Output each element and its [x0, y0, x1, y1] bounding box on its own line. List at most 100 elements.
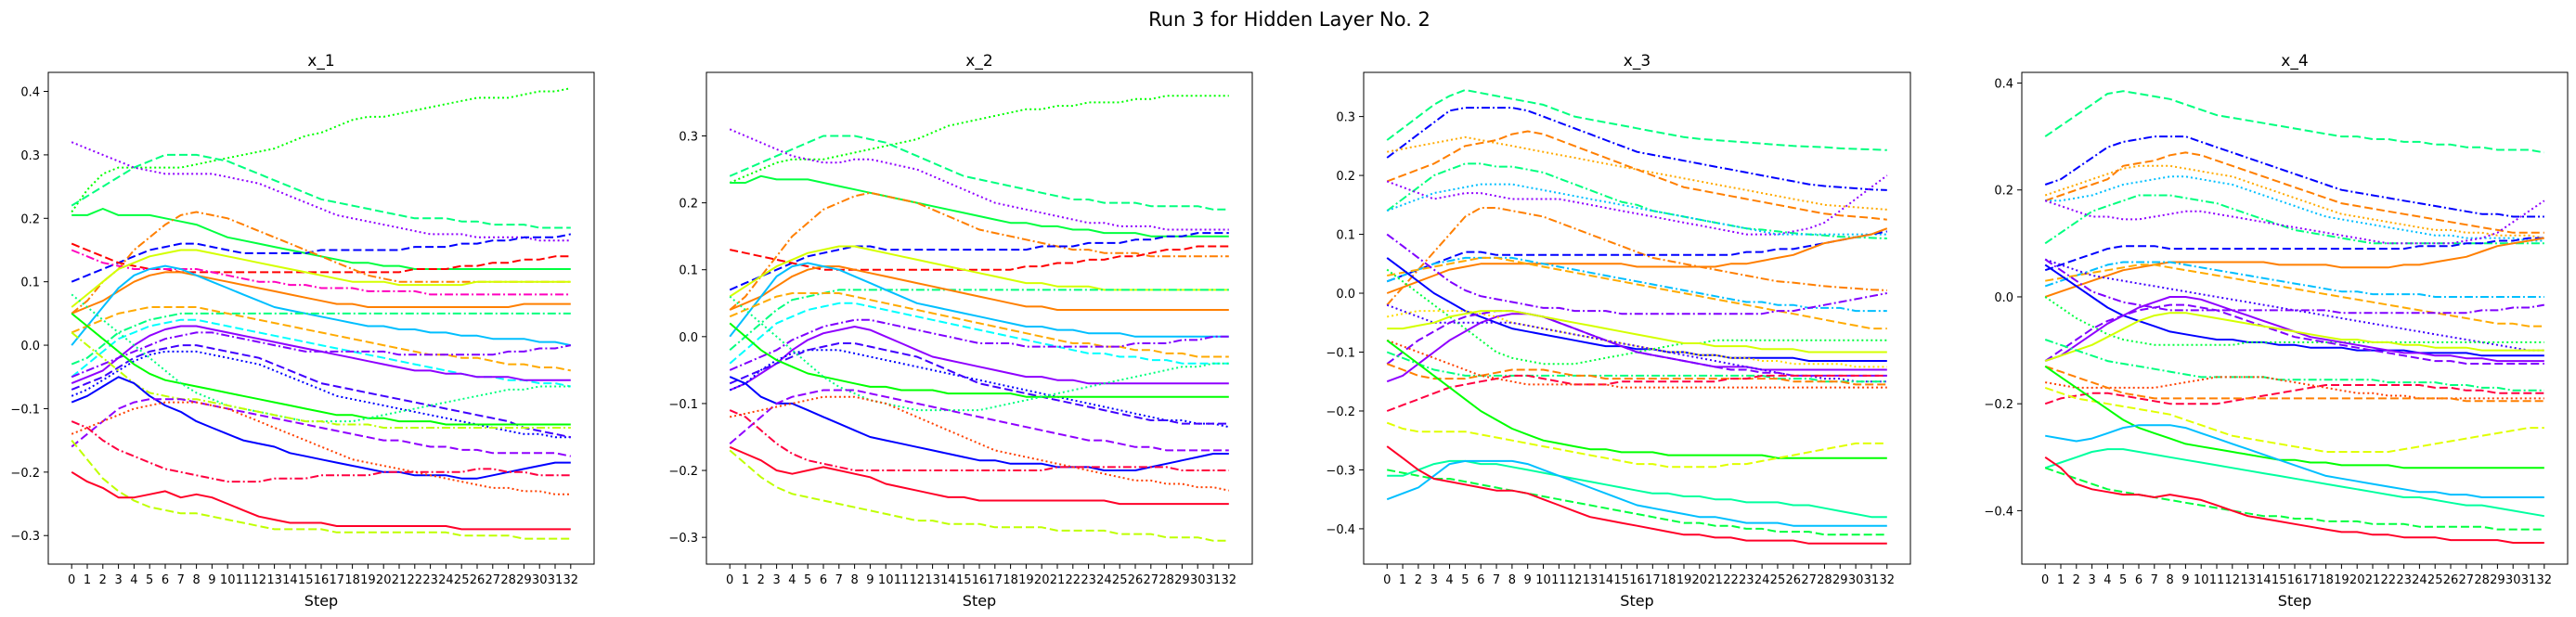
subplot-x_1: x_10 1 2 3 4 5 6 7 8 9 10 11 12 13 14 15 16 17 18 19 20 21 22 2… [10, 52, 595, 610]
series-line [729, 376, 1229, 471]
x-tick-label: 5 [146, 573, 153, 587]
y-tick-label: 0.3 [1336, 111, 1355, 125]
x-tick-label: 4 [2104, 573, 2111, 587]
x-tick-label: 26 [1128, 573, 1144, 587]
x-tick-label: 20 [1034, 573, 1050, 587]
series-line [1386, 340, 1887, 459]
x-tick-label: 16 [314, 573, 330, 587]
x-tick-label: 25 [1112, 573, 1128, 587]
series-line [2044, 258, 2544, 315]
series-line [2045, 175, 2544, 242]
x-tick-label: 4 [1445, 573, 1453, 587]
series-line [1386, 303, 1887, 383]
y-tick-label: −0.2 [1984, 398, 2013, 412]
x-tick-label: 5 [804, 573, 811, 587]
x-tick-label: 0 [1383, 573, 1391, 587]
x-tick-label: 17 [1645, 573, 1661, 587]
x-tick-label: 21 [1707, 573, 1723, 587]
y-tick-label: −0.1 [668, 398, 698, 412]
x-tick-label: 29 [516, 573, 532, 587]
x-tick-label: 21 [1050, 573, 1066, 587]
series-line [729, 445, 1229, 506]
series-line [71, 306, 571, 372]
y-tick-label: 0.3 [679, 131, 698, 145]
series-line [2044, 135, 2544, 218]
series-line [71, 313, 571, 426]
series-group [2044, 90, 2545, 544]
x-tick-label: 19 [1018, 573, 1034, 587]
x-tick-label: 10 [220, 573, 236, 587]
x-tick-label: 30 [1848, 573, 1864, 587]
series-line [2045, 424, 2544, 498]
x-tick-label: 2 [757, 573, 765, 587]
series-line [2044, 258, 2544, 352]
x-tick-label: 32 [2537, 573, 2553, 587]
y-tick-label: −0.1 [10, 403, 40, 417]
x-tick-label: 9 [208, 573, 215, 587]
series-line [1387, 135, 1887, 211]
x-tick-label: 27 [485, 573, 501, 587]
x-tick-label: 24 [2412, 573, 2427, 587]
x-tick-label: 13 [1583, 573, 1599, 587]
x-tick-label: 19 [360, 573, 376, 587]
subplot-grid: x_10 1 2 3 4 5 6 7 8 9 10 11 12 13 14 15 16 17 18 19 20 21 22 2… [10, 52, 2569, 610]
x-axis-label: Step [304, 592, 338, 610]
x-tick-label: 8 [2166, 573, 2173, 587]
x-tick-label: 11 [894, 573, 910, 587]
y-tick-label: −0.1 [1326, 346, 1355, 360]
series-line [71, 211, 571, 315]
x-tick-label: 7 [177, 573, 185, 587]
x-tick-label: 13 [2240, 573, 2256, 587]
x-tick-label: 20 [1692, 573, 1708, 587]
x-axis-label: Step [1620, 592, 1653, 610]
x-tick-label: 12 [1567, 573, 1583, 587]
x-tick-label: 13 [266, 573, 282, 587]
series-line [71, 344, 571, 439]
series-line [71, 331, 571, 429]
series-line [71, 350, 571, 439]
x-tick-label: 0 [2041, 573, 2049, 587]
y-tick-label: 0.0 [20, 340, 40, 353]
series-line [729, 232, 1229, 291]
y-tick-label: 0.2 [1336, 170, 1355, 184]
subplot-title: x_1 [307, 52, 334, 71]
x-tick-label: 30 [2505, 573, 2521, 587]
x-tick-label: 17 [330, 573, 345, 587]
x-tick-label: 32 [1222, 573, 1237, 587]
subplot-x_3: x_30 1 2 3 4 5 6 7 8 9 10 11 12 13 14 15 16 17 18 19 20 21 22 2… [1326, 52, 1911, 610]
x-tick-label: 28 [1817, 573, 1832, 587]
x-tick-label: 1 [1399, 573, 1406, 587]
x-tick-label: 16 [972, 573, 988, 587]
series-line [1387, 459, 1887, 519]
x-tick-label: 11 [1551, 573, 1567, 587]
y-tick-label: 0.0 [1994, 291, 2013, 305]
x-tick-label: 2 [1415, 573, 1422, 587]
subplot-title: x_4 [2281, 52, 2308, 71]
x-tick-label: 23 [1081, 573, 1096, 587]
x-tick-label: 31 [548, 573, 563, 587]
series-line [729, 95, 1229, 184]
x-tick-label: 7 [835, 573, 843, 587]
series-line [2044, 384, 2544, 405]
y-tick-label: −0.4 [1984, 505, 2013, 519]
series-line [71, 420, 571, 483]
series-line [1386, 89, 1887, 151]
x-axis-label: Step [963, 592, 996, 610]
x-tick-label: 18 [344, 573, 360, 587]
x-tick-label: 15 [1613, 573, 1629, 587]
series-line [71, 141, 571, 242]
series-line [2044, 151, 2544, 234]
x-tick-label: 8 [192, 573, 200, 587]
series-line [2044, 303, 2544, 365]
series-line [1386, 233, 1887, 315]
y-tick-label: 0.0 [1336, 288, 1355, 302]
series-line [1387, 256, 1887, 330]
series-group [1386, 89, 1888, 545]
x-tick-label: 23 [2396, 573, 2412, 587]
x-tick-label: 10 [878, 573, 894, 587]
y-tick-label: 0.4 [1994, 78, 2013, 92]
x-tick-label: 1 [84, 573, 91, 587]
x-tick-label: 16 [2287, 573, 2303, 587]
y-tick-label: 0.2 [20, 212, 40, 226]
y-tick-label: −0.3 [1326, 464, 1355, 478]
